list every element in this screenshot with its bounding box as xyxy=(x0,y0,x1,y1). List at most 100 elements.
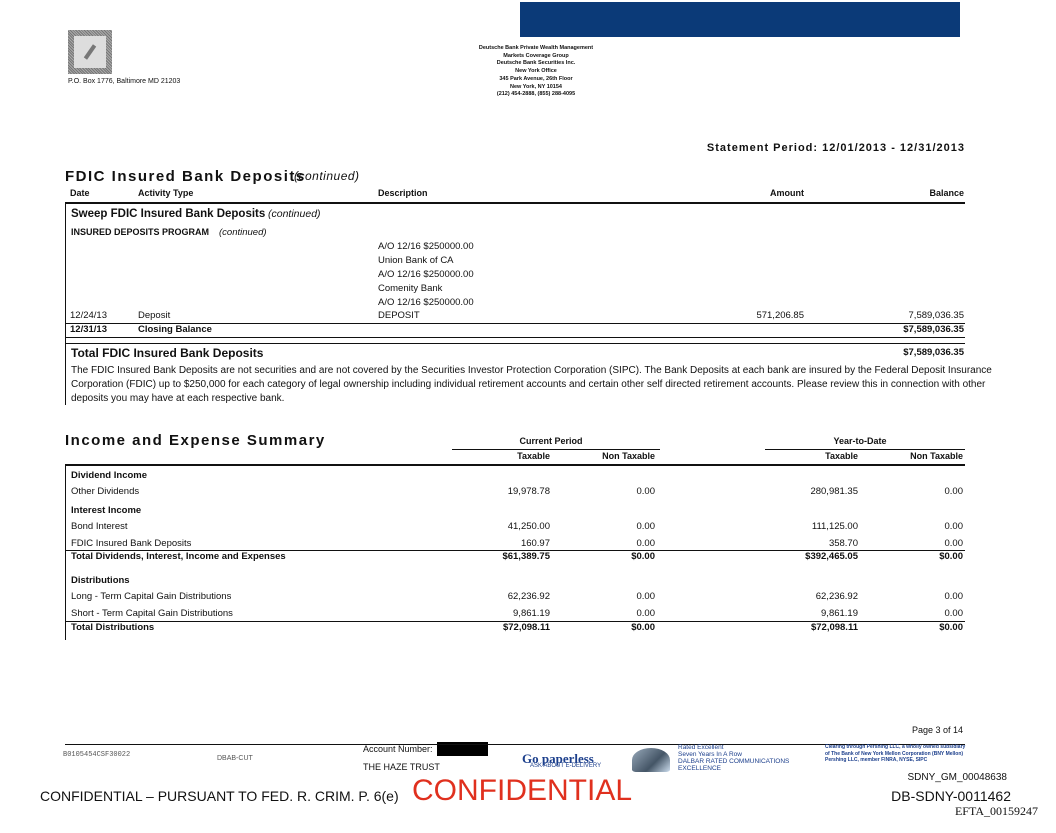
text: 9,861.19 xyxy=(513,608,550,619)
text: 0.00 xyxy=(944,608,964,619)
text: 19,978.78 xyxy=(507,486,550,497)
text: $72,098.11 xyxy=(502,622,550,633)
text: FDIC Insured Bank Deposits xyxy=(65,168,306,185)
header-bar xyxy=(520,2,960,37)
logo-mark xyxy=(632,748,670,772)
text: (continued) xyxy=(219,227,267,238)
text: Total FDIC Insured Bank Deposits xyxy=(71,346,264,360)
text: EFTA_00159247 xyxy=(954,804,1038,818)
text: 345 Park Avenue, 26th Floor xyxy=(499,75,573,82)
text: Dividend Income xyxy=(71,470,148,481)
text: 62,236.92 xyxy=(815,591,858,602)
text: Total Dividends, Interest, Income and Ex… xyxy=(71,551,286,562)
rule xyxy=(65,202,965,204)
text: 0.00 xyxy=(944,591,964,602)
text: of The Bank of New York Mellon Corporati… xyxy=(825,750,964,757)
text: Deutsche Bank Securities Inc. xyxy=(496,60,576,67)
text: Year-to-Date xyxy=(833,436,887,446)
redaction xyxy=(437,742,488,756)
text: THE HAZE TRUST xyxy=(363,762,440,772)
text: 111,125.00 xyxy=(811,521,858,532)
text: Income and Expense Summary xyxy=(65,432,326,449)
text: Corporation (FDIC) up to $250,000 for ea… xyxy=(71,379,986,390)
text: Short - Term Capital Gain Distributions xyxy=(71,608,233,619)
text: $7,589,036.35 xyxy=(903,324,964,335)
text: 0.00 xyxy=(636,521,656,532)
text: Sweep FDIC Insured Bank Deposits xyxy=(71,208,266,220)
rule xyxy=(65,343,965,344)
text: Deutsche Bank Private Wealth Management xyxy=(478,45,594,51)
text: Closing Balance xyxy=(138,324,212,335)
text: A/O 12/16 $250000.00 xyxy=(378,269,474,280)
text: DEPOSIT xyxy=(378,310,420,321)
text: 0.00 xyxy=(636,486,656,497)
text: Date xyxy=(70,188,90,198)
text: Rated Excellent xyxy=(678,744,724,751)
text: $0.00 xyxy=(939,622,963,633)
text: $0.00 xyxy=(631,551,655,562)
text: A/O 12/16 $250000.00 xyxy=(378,241,474,252)
text: DB-SDNY-0011462 xyxy=(891,788,1011,804)
text: Non Taxable xyxy=(602,451,655,461)
text: EXCELLENCE xyxy=(678,765,721,772)
rule xyxy=(65,323,965,324)
text: Account Number: xyxy=(363,744,433,754)
text: 0.00 xyxy=(636,538,656,549)
text: (continued) xyxy=(268,208,321,220)
text: Seven Years In A Row xyxy=(678,751,742,758)
text: Distributions xyxy=(71,575,130,586)
text: New York Office xyxy=(515,68,557,75)
text: 12/31/13 xyxy=(70,324,107,335)
text: Taxable xyxy=(517,451,550,461)
rule xyxy=(452,449,660,450)
text: $0.00 xyxy=(939,551,963,562)
text: Clearing through Pershing LLC, a wholly … xyxy=(825,744,966,750)
rule xyxy=(65,464,965,466)
text: Go paperless xyxy=(522,751,594,766)
rule xyxy=(65,621,965,622)
text: Bond Interest xyxy=(71,521,128,532)
text: $7,589,036.35 xyxy=(903,347,964,358)
text: 0.00 xyxy=(636,591,656,602)
text: 0.00 xyxy=(636,608,656,619)
text: Union Bank of CA xyxy=(378,255,454,266)
text: 41,250.00 xyxy=(507,521,550,532)
text: SDNY_GM_00048638 xyxy=(907,772,1007,783)
text: Statement Period: 12/01/2013 - 12/31/201… xyxy=(706,142,965,154)
text: DBAB-CUT xyxy=(217,755,253,762)
text: 0.00 xyxy=(944,521,964,532)
text: Deposit xyxy=(138,310,171,321)
text: Balance xyxy=(929,188,964,198)
text: deposits you may have at each respective… xyxy=(71,393,285,404)
text: CONFIDENTIAL xyxy=(412,774,633,807)
text: Description xyxy=(378,188,428,198)
text: Amount xyxy=(770,188,804,198)
text: Page 3 of 14 xyxy=(911,725,963,735)
text: Total Distributions xyxy=(71,622,155,633)
text: 12/24/13 xyxy=(70,310,107,321)
text: (continued) xyxy=(294,169,360,183)
text: B0105454CSF30022 xyxy=(63,751,131,759)
text: 0.00 xyxy=(944,486,964,497)
rule xyxy=(65,550,965,551)
text: 7,589,036.35 xyxy=(908,310,964,321)
text: 571,206.85 xyxy=(756,310,804,321)
text: $392,465.05 xyxy=(805,551,858,562)
text: Taxable xyxy=(825,451,858,461)
text: 280,981.35 xyxy=(810,486,858,497)
text: Interest Income xyxy=(71,505,142,516)
text: Other Dividends xyxy=(71,486,140,497)
text: 9,861.19 xyxy=(821,608,858,619)
text: The FDIC Insured Bank Deposits are not s… xyxy=(71,365,992,376)
rule xyxy=(765,449,965,450)
text: Non Taxable xyxy=(910,451,963,461)
text: Markets Coverage Group xyxy=(503,52,569,59)
text: A/O 12/16 $250000.00 xyxy=(378,297,474,308)
logo xyxy=(68,30,112,74)
text: New York, NY 10154 xyxy=(510,83,562,90)
text: $61,389.75 xyxy=(502,551,550,562)
rule xyxy=(65,337,965,338)
text: (212) 454-2888, (855) 288-4095 xyxy=(496,91,576,98)
text: 62,236.92 xyxy=(507,591,550,602)
